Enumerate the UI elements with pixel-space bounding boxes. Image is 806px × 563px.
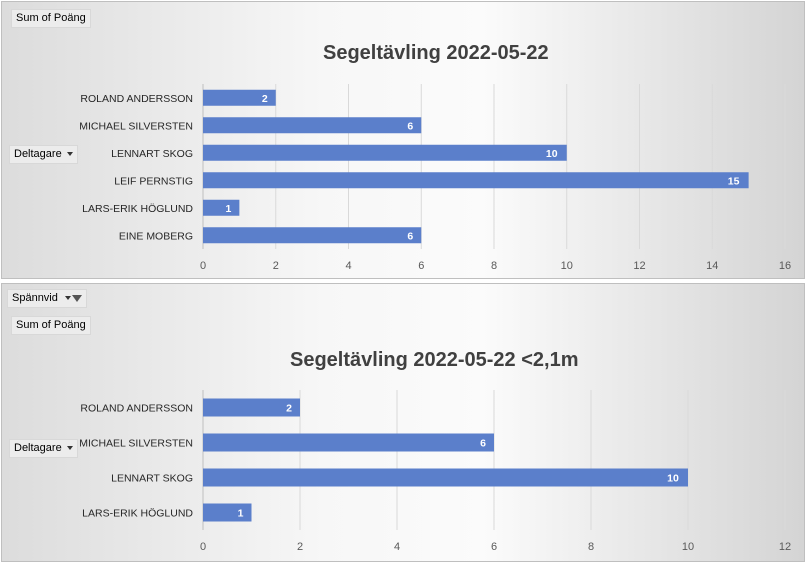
data-label: 2 xyxy=(262,93,268,105)
x-tick-label: 10 xyxy=(682,541,694,553)
x-tick-label: 16 xyxy=(779,260,791,272)
dropdown-arrow-icon[interactable] xyxy=(64,296,71,301)
data-label: 10 xyxy=(667,473,679,485)
data-label: 1 xyxy=(238,508,244,520)
bar-chart-plot: 0 2 4 6 8 10 12 ROLAND ANDERSSON 2 MICHAEL SILVER… xyxy=(79,390,791,553)
category-label: EINE MOBERG xyxy=(119,230,193,242)
data-label: 6 xyxy=(480,438,486,450)
dropdown-arrow-icon[interactable] xyxy=(66,152,73,157)
data-label: 2 xyxy=(286,403,292,415)
x-tick-label: 6 xyxy=(491,541,497,553)
bar[interactable] xyxy=(203,433,494,452)
data-label: 15 xyxy=(728,175,740,187)
filter-icon[interactable] xyxy=(71,294,82,302)
bar[interactable] xyxy=(203,503,252,522)
category-label: ROLAND ANDERSSON xyxy=(80,403,193,415)
x-tick-label: 8 xyxy=(588,541,594,553)
x-tick-label: 10 xyxy=(561,260,573,272)
x-tick-label: 4 xyxy=(394,541,400,553)
bar[interactable] xyxy=(203,89,276,106)
category-label: LENNART SKOG xyxy=(111,148,193,160)
sum-of-poang-field-button[interactable]: Sum of Poäng xyxy=(11,9,91,28)
bar[interactable] xyxy=(203,144,567,161)
axis-button-label: Deltagare xyxy=(14,148,62,160)
category-label: ROLAND ANDERSSON xyxy=(80,93,193,105)
x-tick-label: 12 xyxy=(779,541,791,553)
x-tick-label: 12 xyxy=(633,260,645,272)
bar[interactable] xyxy=(203,199,240,216)
field-button-label: Sum of Poäng xyxy=(16,319,86,331)
category-label: LEIF PERNSTIG xyxy=(114,175,193,187)
bar[interactable] xyxy=(203,172,749,189)
filter-button-label: Spännvid xyxy=(12,292,58,304)
bar[interactable] xyxy=(203,468,688,487)
bar[interactable] xyxy=(203,398,300,417)
bar[interactable] xyxy=(203,117,422,134)
bar[interactable] xyxy=(203,227,422,244)
x-tick-label: 2 xyxy=(273,260,279,272)
chart-title: Segeltävling 2022-05-22 xyxy=(323,42,549,64)
x-tick-label: 14 xyxy=(706,260,718,272)
spannvid-filter-button[interactable]: Spännvid xyxy=(7,289,87,308)
dropdown-arrow-icon[interactable] xyxy=(66,446,73,451)
x-tick-label: 2 xyxy=(297,541,303,553)
sum-of-poang-field-button[interactable]: Sum of Poäng xyxy=(11,316,91,335)
category-label: LENNART SKOG xyxy=(111,473,193,485)
chart-title: Segeltävling 2022-05-22 <2,1m xyxy=(290,349,579,371)
data-label: 6 xyxy=(407,230,413,242)
category-label: LARS-ERIK HÖGLUND xyxy=(82,203,193,215)
data-label: 1 xyxy=(225,203,231,215)
category-label: MICHAEL SILVERSTEN xyxy=(79,120,193,132)
x-tick-label: 6 xyxy=(418,260,424,272)
category-label: MICHAEL SILVERSTEN xyxy=(79,438,193,450)
deltagare-axis-field-button[interactable]: Deltagare xyxy=(9,439,78,458)
deltagare-axis-field-button[interactable]: Deltagare xyxy=(9,145,78,164)
data-label: 10 xyxy=(546,148,558,160)
pivot-chart-2[interactable]: Spännvid Sum of Poäng Segeltävling 2022-… xyxy=(1,283,805,562)
x-tick-label: 8 xyxy=(491,260,497,272)
data-label: 6 xyxy=(407,120,413,132)
category-label: LARS-ERIK HÖGLUND xyxy=(82,508,193,520)
x-tick-label: 4 xyxy=(345,260,351,272)
x-tick-label: 0 xyxy=(200,541,206,553)
field-button-label: Sum of Poäng xyxy=(16,12,86,24)
pivot-chart-1[interactable]: Sum of Poäng Segeltävling 2022-05-22 Del… xyxy=(1,1,805,279)
axis-button-label: Deltagare xyxy=(14,442,62,454)
x-tick-label: 0 xyxy=(200,260,206,272)
